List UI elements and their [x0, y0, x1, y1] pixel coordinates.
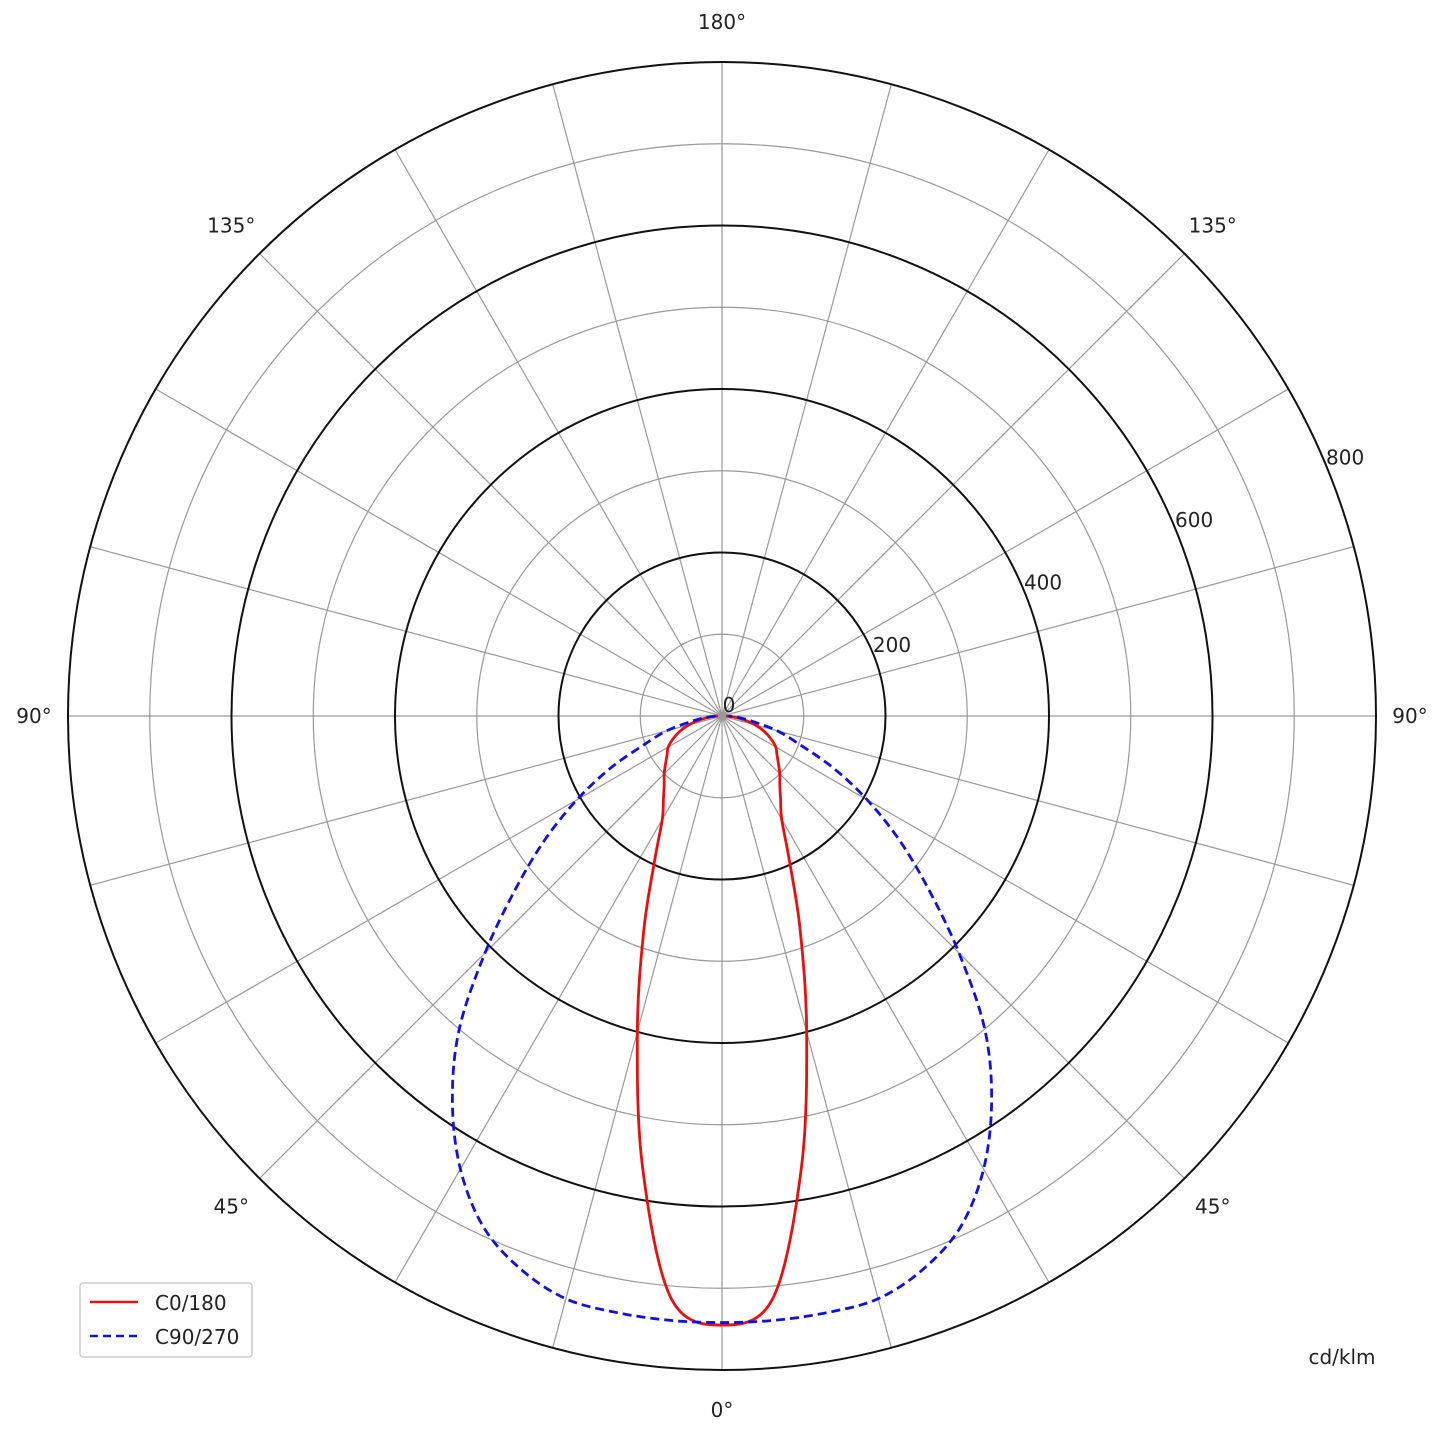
angle-label: 45°	[1195, 1195, 1230, 1219]
angle-label: 90°	[16, 704, 51, 728]
radial-tick-label: 800	[1326, 445, 1364, 469]
major-ring	[557, 551, 887, 881]
angle-label: 90°	[1392, 704, 1427, 728]
unit-label: cd/klm	[1308, 1345, 1375, 1369]
minor-ring	[476, 470, 968, 962]
minor-ring	[639, 633, 805, 799]
angle-label: 135°	[207, 213, 255, 237]
legend-label-c0: C0/180	[155, 1291, 227, 1315]
major-ring	[394, 388, 1050, 1044]
minor-ring	[149, 143, 1295, 1289]
major-ring	[230, 224, 1214, 1208]
polar-grid	[67, 61, 1377, 1371]
minor-ring	[312, 306, 1132, 1126]
angle-label: 135°	[1189, 213, 1237, 237]
angle-label: 180°	[698, 10, 746, 34]
angle-label: 0°	[711, 1398, 734, 1422]
series-curve-C90-270	[450, 714, 994, 1324]
radial-tick-label: 200	[873, 633, 911, 657]
radial-tick-label: 600	[1175, 508, 1213, 532]
legend-label-c90: C90/270	[155, 1325, 239, 1349]
major-ring	[67, 61, 1377, 1371]
radial-tick-label: 0	[723, 693, 736, 717]
axis-labels: 0 200 400 600 800 180° 135° 135° 90° 90° 45° 45° 0°	[16, 10, 1427, 1422]
radial-tick-label: 400	[1024, 571, 1062, 595]
series-curve-C0-180	[635, 714, 809, 1327]
legend: C0/180 C90/270	[79, 1282, 253, 1358]
curves	[450, 714, 994, 1327]
angle-label: 45°	[214, 1195, 249, 1219]
